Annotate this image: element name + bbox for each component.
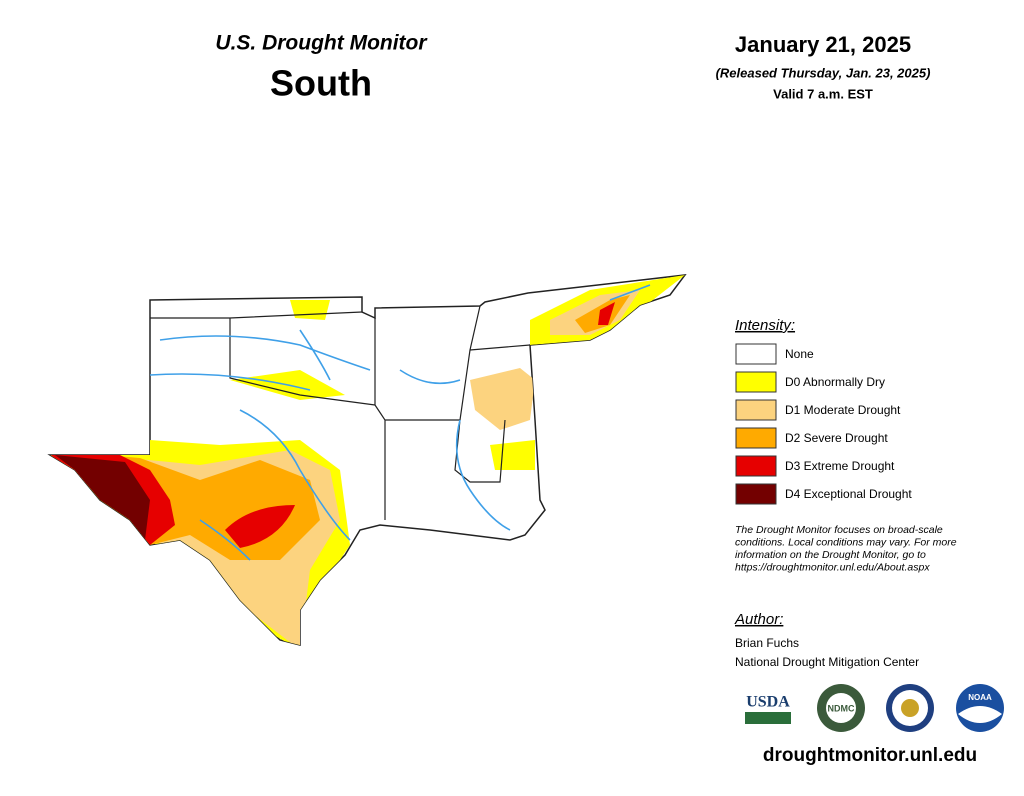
legend-label: D1 Moderate Drought [785, 403, 901, 417]
legend-label: D4 Exceptional Drought [785, 487, 912, 501]
logo-usda: USDA [746, 694, 790, 711]
legend-label: D3 Extreme Drought [785, 459, 895, 473]
date: January 21, 2025 [735, 32, 911, 57]
logo-noaa: NOAA [968, 693, 992, 702]
map [47, 274, 687, 646]
website: droughtmonitor.unl.edu [763, 745, 977, 766]
legend-swatch [735, 399, 777, 421]
note-line: https://droughtmonitor.unl.edu/About.asp… [735, 561, 930, 573]
author-name: Brian Fuchs [735, 636, 799, 650]
logo-ndmc: NDMC [828, 703, 855, 713]
legend-label: D0 Abnormally Dry [785, 375, 885, 389]
note-line: The Drought Monitor focuses on broad-sca… [735, 524, 943, 536]
note-line: information on the Drought Monitor, go t… [735, 549, 926, 561]
note-line: conditions. Local conditions may vary. F… [735, 536, 957, 548]
logos: USDA NDMC NOAA [745, 684, 1004, 732]
note: The Drought Monitor focuses on broad-sca… [735, 524, 957, 574]
legend-swatch [735, 371, 777, 393]
released: (Released Thursday, Jan. 23, 2025) [716, 65, 931, 80]
legend-swatch [735, 483, 777, 505]
valid: Valid 7 a.m. EST [773, 86, 873, 101]
title: U.S. Drought Monitor [215, 32, 428, 55]
author-org: National Drought Mitigation Center [735, 655, 919, 669]
legend-swatch [735, 427, 777, 449]
legend-swatch [735, 455, 777, 477]
drought-areas [50, 275, 685, 645]
region: South [270, 63, 372, 104]
legend-swatch [735, 343, 777, 365]
author-title: Author: [734, 611, 783, 628]
legend-label: None [785, 347, 814, 361]
legend-title: Intensity: [735, 317, 795, 334]
legend-label: D2 Severe Drought [785, 431, 888, 445]
legend: None D0 Abnormally Dry D1 Moderate Drought… [735, 343, 912, 505]
